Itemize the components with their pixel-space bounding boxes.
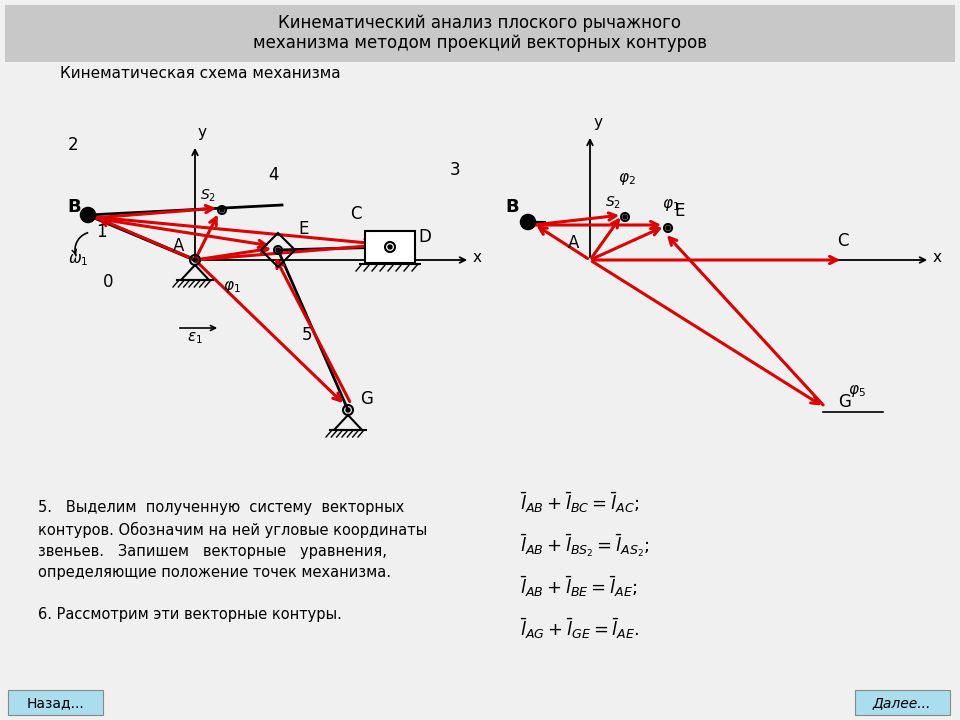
- Text: 5: 5: [302, 326, 313, 344]
- Circle shape: [623, 215, 627, 219]
- Text: C: C: [350, 205, 362, 223]
- Text: $\varphi_5$: $\varphi_5$: [848, 383, 866, 399]
- Text: $\varphi_1$: $\varphi_1$: [223, 279, 241, 295]
- Text: B: B: [505, 198, 518, 216]
- Circle shape: [85, 212, 90, 217]
- Text: 0: 0: [103, 273, 113, 291]
- Text: $\bar{l}_{AB}+\bar{l}_{BS_2}=\bar{l}_{AS_2}$;: $\bar{l}_{AB}+\bar{l}_{BS_2}=\bar{l}_{AS…: [520, 532, 650, 559]
- Circle shape: [346, 408, 350, 412]
- Text: C: C: [837, 232, 849, 250]
- Text: G: G: [838, 393, 851, 411]
- Circle shape: [220, 208, 224, 212]
- Text: $\bar{l}_{AB}+\bar{l}_{BC}=\bar{l}_{AC}$;: $\bar{l}_{AB}+\bar{l}_{BC}=\bar{l}_{AC}$…: [520, 490, 639, 515]
- Text: $S_2$: $S_2$: [200, 188, 216, 204]
- Text: 5.   Выделим  полученную  систему  векторных
контуров. Обозначим на ней угловые : 5. Выделим полученную систему векторных …: [38, 500, 427, 622]
- Text: $\varepsilon_1$: $\varepsilon_1$: [187, 330, 203, 346]
- Text: G: G: [360, 390, 372, 408]
- Text: B: B: [67, 198, 81, 216]
- FancyBboxPatch shape: [855, 690, 950, 715]
- Text: E: E: [674, 202, 684, 220]
- Text: 1: 1: [96, 223, 107, 241]
- Text: D: D: [418, 228, 431, 246]
- Text: 2: 2: [68, 136, 79, 154]
- Text: $\bar{l}_{AG}+\bar{l}_{GE}=\bar{l}_{AE}$.: $\bar{l}_{AG}+\bar{l}_{GE}=\bar{l}_{AE}$…: [520, 616, 639, 641]
- Text: x: x: [473, 251, 482, 266]
- Text: $\bar{l}_{AB}+\bar{l}_{BE}=\bar{l}_{AE}$;: $\bar{l}_{AB}+\bar{l}_{BE}=\bar{l}_{AE}$…: [520, 574, 637, 598]
- Text: 3: 3: [450, 161, 461, 179]
- Circle shape: [666, 226, 670, 230]
- Text: $S_2$: $S_2$: [605, 195, 621, 212]
- Bar: [365, 231, 415, 263]
- Circle shape: [276, 248, 280, 252]
- Text: Назад...: Назад...: [26, 696, 84, 710]
- Text: x: x: [933, 251, 942, 266]
- Text: A: A: [174, 237, 184, 255]
- FancyBboxPatch shape: [5, 5, 955, 62]
- Text: Кинематическая схема механизма: Кинематическая схема механизма: [60, 66, 341, 81]
- Circle shape: [193, 258, 197, 262]
- Text: y: y: [593, 115, 602, 130]
- Text: $\varphi_2$: $\varphi_2$: [618, 171, 636, 187]
- Text: E: E: [298, 220, 308, 238]
- Text: A: A: [568, 234, 580, 252]
- Circle shape: [388, 245, 392, 249]
- Text: $\omega_1$: $\omega_1$: [68, 252, 88, 268]
- FancyBboxPatch shape: [8, 690, 103, 715]
- Circle shape: [525, 220, 531, 225]
- Text: Далее...: Далее...: [873, 696, 931, 710]
- Text: y: y: [198, 125, 207, 140]
- Text: 4: 4: [268, 166, 278, 184]
- Circle shape: [81, 208, 95, 222]
- Text: Кинематический анализ плоского рычажного
механизма методом проекций векторных ко: Кинематический анализ плоского рычажного…: [253, 14, 707, 53]
- Text: $\varphi_1$: $\varphi_1$: [662, 197, 680, 213]
- Circle shape: [521, 215, 535, 229]
